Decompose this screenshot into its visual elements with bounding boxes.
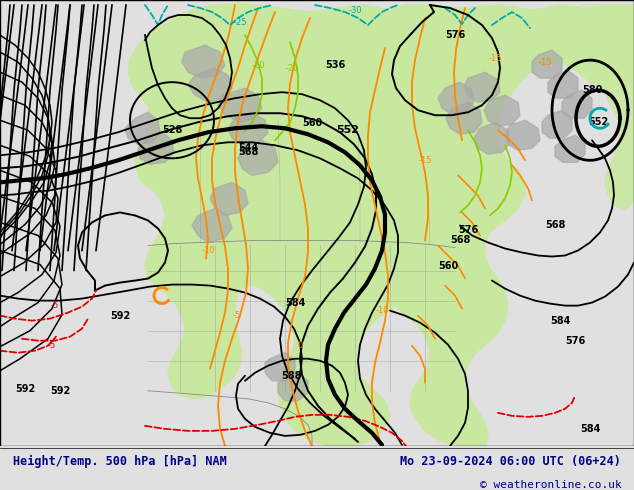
Text: Mo 23-09-2024 06:00 UTC (06+24): Mo 23-09-2024 06:00 UTC (06+24) xyxy=(401,455,621,468)
Text: -15: -15 xyxy=(488,53,501,63)
Polygon shape xyxy=(548,70,578,98)
Text: -5: -5 xyxy=(48,341,56,350)
Text: 560: 560 xyxy=(302,118,322,128)
Text: 536: 536 xyxy=(325,60,345,70)
Text: 576: 576 xyxy=(458,225,478,236)
Polygon shape xyxy=(562,90,592,118)
Polygon shape xyxy=(464,72,500,102)
Text: -25: -25 xyxy=(233,18,247,26)
Text: 0: 0 xyxy=(297,341,302,350)
Text: -30: -30 xyxy=(348,5,362,15)
Text: 528: 528 xyxy=(162,125,182,135)
Text: Height/Temp. 500 hPa [hPa] NAM: Height/Temp. 500 hPa [hPa] NAM xyxy=(13,455,226,468)
Polygon shape xyxy=(505,120,540,150)
Text: 568: 568 xyxy=(545,220,565,230)
Text: © weatheronline.co.uk: © weatheronline.co.uk xyxy=(479,480,621,490)
Polygon shape xyxy=(474,122,510,154)
Text: -20: -20 xyxy=(285,64,299,73)
Polygon shape xyxy=(210,182,248,216)
Polygon shape xyxy=(138,132,174,164)
Text: -15: -15 xyxy=(418,156,432,165)
Polygon shape xyxy=(278,373,308,401)
Text: -5: -5 xyxy=(51,301,59,310)
Polygon shape xyxy=(438,82,474,114)
Polygon shape xyxy=(125,112,160,144)
Polygon shape xyxy=(188,68,232,102)
Text: 568: 568 xyxy=(238,147,258,157)
Text: -15: -15 xyxy=(538,58,552,67)
Polygon shape xyxy=(580,5,634,210)
Polygon shape xyxy=(265,353,295,381)
Polygon shape xyxy=(218,88,262,122)
Text: 552: 552 xyxy=(588,117,608,127)
Text: 576: 576 xyxy=(445,30,465,40)
Text: 544: 544 xyxy=(238,143,258,153)
Polygon shape xyxy=(542,110,572,138)
Polygon shape xyxy=(192,208,232,243)
Text: 576: 576 xyxy=(565,336,585,345)
Polygon shape xyxy=(532,50,562,78)
Text: 584: 584 xyxy=(550,316,570,326)
Polygon shape xyxy=(484,95,520,126)
Text: 568: 568 xyxy=(450,236,470,245)
Polygon shape xyxy=(238,140,278,175)
Text: 592: 592 xyxy=(15,384,35,394)
Text: 552: 552 xyxy=(337,125,359,135)
Text: 592: 592 xyxy=(110,311,130,320)
Polygon shape xyxy=(555,135,585,162)
Text: 560: 560 xyxy=(438,261,458,270)
Text: -10: -10 xyxy=(201,246,215,255)
Text: 592: 592 xyxy=(50,386,70,396)
Text: -20: -20 xyxy=(251,61,265,70)
Text: -10: -10 xyxy=(375,306,389,315)
Polygon shape xyxy=(342,5,634,446)
Text: 580: 580 xyxy=(582,85,602,95)
Text: 584: 584 xyxy=(580,424,600,434)
Text: 588: 588 xyxy=(281,371,302,381)
Polygon shape xyxy=(182,45,225,78)
Polygon shape xyxy=(128,3,480,446)
Text: 584: 584 xyxy=(285,297,305,308)
Text: -5: -5 xyxy=(233,311,241,320)
Polygon shape xyxy=(228,112,268,146)
Polygon shape xyxy=(446,102,482,134)
